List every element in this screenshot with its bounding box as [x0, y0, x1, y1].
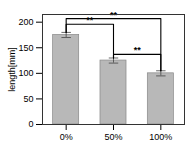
- svg-text:length[mm]: length[mm]: [7, 47, 17, 92]
- svg-text:50%: 50%: [104, 132, 122, 142]
- svg-text:0%: 0%: [60, 132, 73, 142]
- svg-text:200: 200: [18, 17, 33, 27]
- svg-text:**: **: [134, 45, 142, 55]
- svg-text:50: 50: [23, 94, 33, 104]
- svg-text:**: **: [86, 15, 94, 25]
- svg-text:100: 100: [18, 68, 33, 78]
- svg-text:150: 150: [18, 43, 33, 53]
- svg-text:0: 0: [28, 119, 33, 129]
- svg-text:100%: 100%: [149, 132, 172, 142]
